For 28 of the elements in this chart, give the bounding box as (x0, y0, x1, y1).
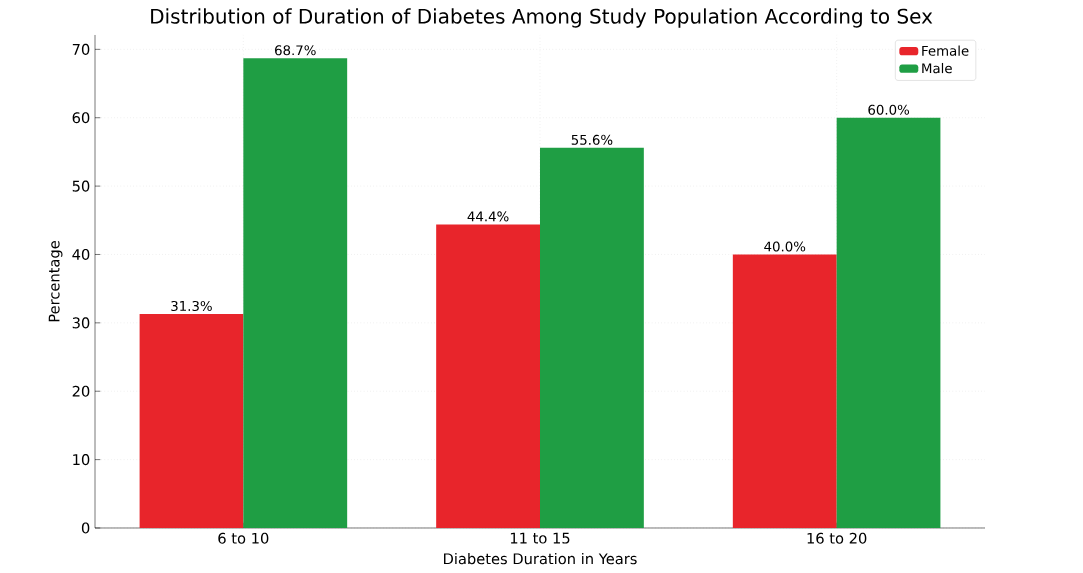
bar (836, 117, 941, 528)
bar (436, 224, 540, 528)
bar (139, 313, 244, 528)
y-tick-label: 30 (72, 317, 90, 329)
data-label: 68.7% (275, 45, 316, 56)
data-label: 31.3% (171, 300, 212, 312)
bar (732, 254, 837, 528)
data-label: 44.4% (467, 211, 509, 222)
y-axis-title: Percentage (48, 241, 63, 322)
y-tick-label: 40 (72, 248, 90, 261)
x-tick-label: 11 to 15 (510, 532, 570, 544)
y-tick-label: 10 (73, 454, 90, 466)
y-tick-label: 0 (81, 522, 90, 534)
legend-label: Female (922, 45, 969, 56)
y-tick-label: 50 (72, 180, 90, 192)
legend-label: Male (922, 62, 952, 74)
data-label: 40.0% (764, 241, 806, 252)
x-axis-title: Diabetes Duration in Years (444, 552, 637, 565)
data-label: 60.0% (868, 104, 910, 115)
bar (540, 147, 644, 528)
chart-title: Distribution of Duration of Diabetes Among Study Population According to Sex (151, 8, 933, 28)
data-label: 55.6% (571, 134, 613, 145)
y-tick-label: 70 (72, 43, 90, 55)
y-tick-label: 60 (72, 112, 90, 124)
x-tick-label: 16 to 20 (807, 532, 867, 544)
x-tick-label: 6 to 10 (218, 532, 269, 544)
y-tick-label: 20 (72, 385, 90, 397)
bar (243, 58, 348, 528)
